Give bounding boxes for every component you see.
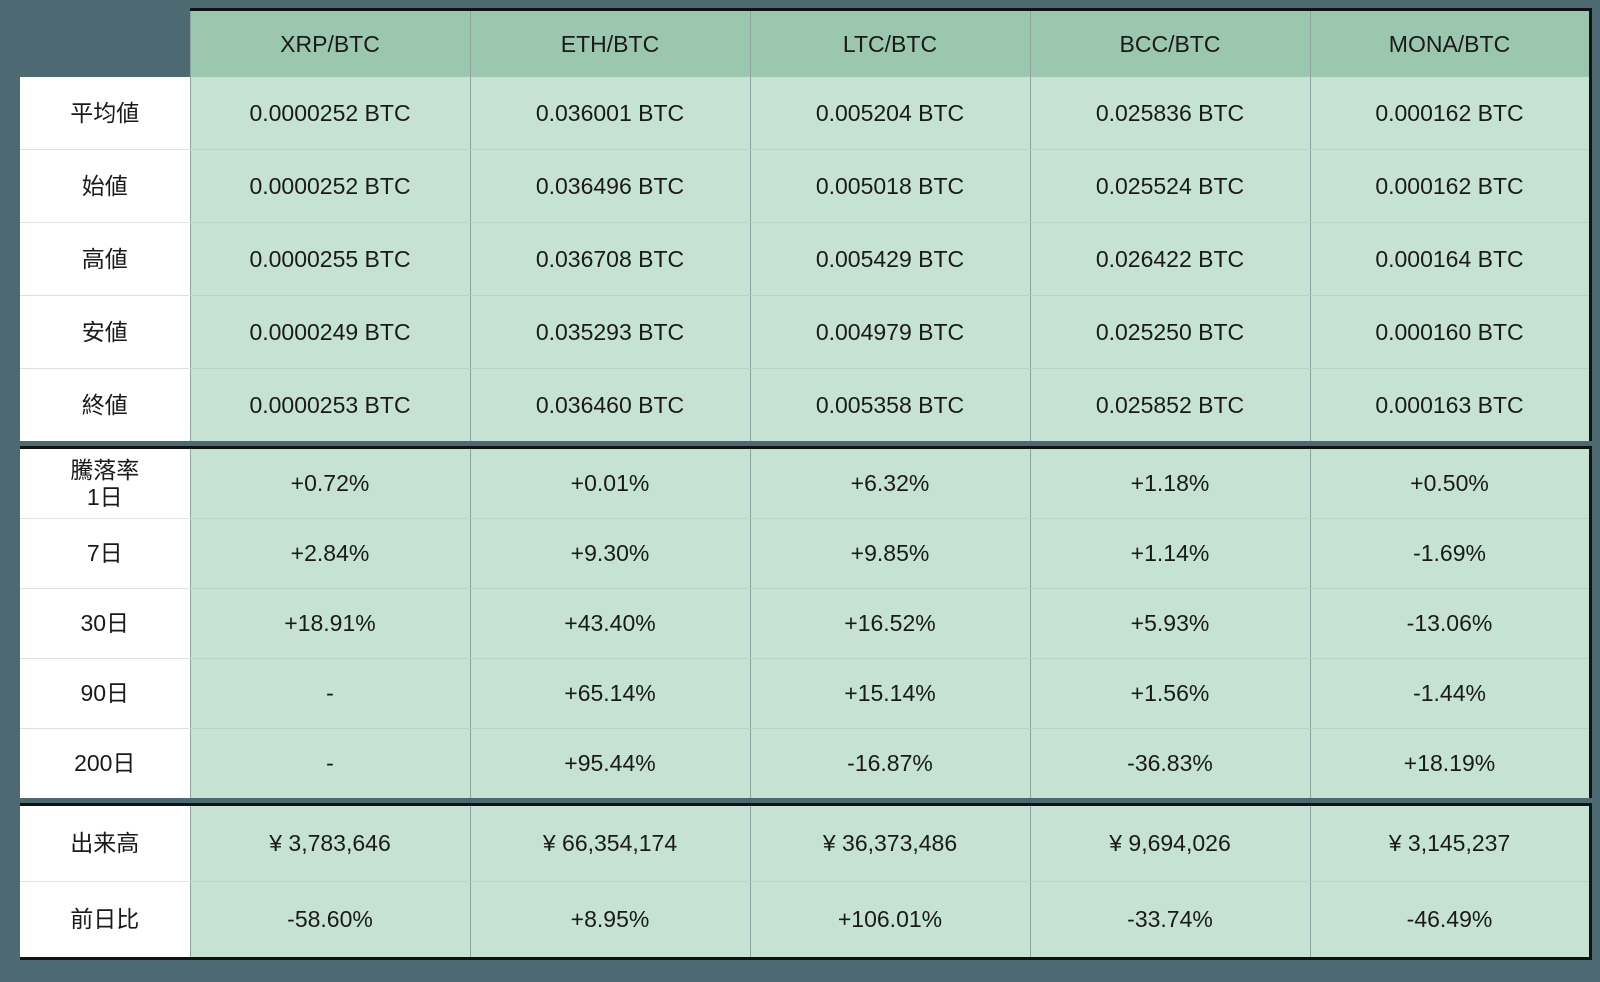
data-cell: 0.005429 BTC xyxy=(749,222,1030,296)
data-cell: 0.000164 BTC xyxy=(1309,222,1592,296)
data-cell: 0.0000255 BTC xyxy=(189,222,470,296)
row-label: 出来高 xyxy=(20,804,190,882)
data-cell: -1.44% xyxy=(1309,658,1592,729)
data-cell: -16.87% xyxy=(749,728,1030,798)
data-cell: -33.74% xyxy=(1029,881,1310,959)
data-cell: 0.004979 BTC xyxy=(749,295,1030,369)
column-header-ltc-btc: LTC/BTC xyxy=(749,8,1030,77)
data-cell: +95.44% xyxy=(469,728,750,798)
data-cell: 0.025524 BTC xyxy=(1029,149,1310,223)
data-cell: -13.06% xyxy=(1309,588,1592,659)
row-label: 高値 xyxy=(20,222,190,296)
row-label: 90日 xyxy=(20,658,190,729)
data-cell: -58.60% xyxy=(189,881,470,959)
data-cell: +5.93% xyxy=(1029,588,1310,659)
data-cell: +16.52% xyxy=(749,588,1030,659)
table-row: 前日比 -58.60% +8.95% +106.01% -33.74% -46.… xyxy=(20,881,1592,959)
data-cell: 0.036708 BTC xyxy=(469,222,750,296)
data-cell: 0.000160 BTC xyxy=(1309,295,1592,369)
data-cell: 0.005018 BTC xyxy=(749,149,1030,223)
row-label: 安値 xyxy=(20,295,190,369)
table-row: 7日 +2.84% +9.30% +9.85% +1.14% -1.69% xyxy=(20,518,1592,589)
column-header-eth-btc: ETH/BTC xyxy=(469,8,750,77)
data-cell: ¥ 3,145,237 xyxy=(1309,804,1592,882)
data-cell: 0.000162 BTC xyxy=(1309,77,1592,150)
data-cell: 0.0000253 BTC xyxy=(189,368,470,441)
data-cell: +0.72% xyxy=(189,447,470,519)
data-cell: 0.025250 BTC xyxy=(1029,295,1310,369)
data-cell: +6.32% xyxy=(749,447,1030,519)
table-row: 90日 - +65.14% +15.14% +1.56% -1.44% xyxy=(20,658,1592,729)
row-label: 始値 xyxy=(20,149,190,223)
data-cell: 0.000162 BTC xyxy=(1309,149,1592,223)
crypto-comparison-screen: XRP/BTC ETH/BTC LTC/BTC BCC/BTC MONA/BTC… xyxy=(0,8,1600,982)
data-cell: +18.91% xyxy=(189,588,470,659)
data-cell: 0.026422 BTC xyxy=(1029,222,1310,296)
row-label: 30日 xyxy=(20,588,190,659)
data-cell: ¥ 66,354,174 xyxy=(469,804,750,882)
row-label: 騰落率 1日 xyxy=(20,447,190,519)
table-row: 200日 - +95.44% -16.87% -36.83% +18.19% xyxy=(20,728,1592,798)
volume-table-section: 出来高 ¥ 3,783,646 ¥ 66,354,174 ¥ 36,373,48… xyxy=(20,803,1592,960)
table-row: 始値 0.0000252 BTC 0.036496 BTC 0.005018 B… xyxy=(20,149,1592,223)
data-cell: -1.69% xyxy=(1309,518,1592,589)
data-cell: -36.83% xyxy=(1029,728,1310,798)
data-cell: 0.036460 BTC xyxy=(469,368,750,441)
data-cell: +0.01% xyxy=(469,447,750,519)
data-cell: 0.025836 BTC xyxy=(1029,77,1310,150)
data-cell: ¥ 3,783,646 xyxy=(189,804,470,882)
data-cell: +8.95% xyxy=(469,881,750,959)
table-row: 平均値 0.0000252 BTC 0.036001 BTC 0.005204 … xyxy=(20,77,1592,150)
data-cell: 0.005204 BTC xyxy=(749,77,1030,150)
column-header-xrp-btc: XRP/BTC xyxy=(189,8,470,77)
data-cell: +65.14% xyxy=(469,658,750,729)
row-label: 平均値 xyxy=(20,77,190,150)
data-cell: +43.40% xyxy=(469,588,750,659)
data-cell: ¥ 9,694,026 xyxy=(1029,804,1310,882)
data-cell: 0.005358 BTC xyxy=(749,368,1030,441)
table-row: 30日 +18.91% +43.40% +16.52% +5.93% -13.0… xyxy=(20,588,1592,659)
column-header-bcc-btc: BCC/BTC xyxy=(1029,8,1310,77)
data-cell: +1.56% xyxy=(1029,658,1310,729)
data-cell: 0.036496 BTC xyxy=(469,149,750,223)
data-cell: 0.0000252 BTC xyxy=(189,149,470,223)
corner-cell xyxy=(20,10,190,78)
data-cell: +0.50% xyxy=(1309,447,1592,519)
data-cell: ¥ 36,373,486 xyxy=(749,804,1030,882)
change-rate-table-section: 騰落率 1日 +0.72% +0.01% +6.32% +1.18% +0.50%… xyxy=(20,446,1592,798)
data-cell: 0.035293 BTC xyxy=(469,295,750,369)
price-table-section: XRP/BTC ETH/BTC LTC/BTC BCC/BTC MONA/BTC… xyxy=(20,8,1592,441)
data-cell: 0.025852 BTC xyxy=(1029,368,1310,441)
row-label: 7日 xyxy=(20,518,190,589)
data-cell: 0.036001 BTC xyxy=(469,77,750,150)
data-cell: 0.000163 BTC xyxy=(1309,368,1592,441)
data-cell: - xyxy=(189,658,470,729)
data-cell: -46.49% xyxy=(1309,881,1592,959)
row-label: 終値 xyxy=(20,368,190,441)
data-cell: 0.0000252 BTC xyxy=(189,77,470,150)
table-row: 騰落率 1日 +0.72% +0.01% +6.32% +1.18% +0.50% xyxy=(20,447,1592,519)
row-label: 前日比 xyxy=(20,881,190,959)
data-cell: +9.85% xyxy=(749,518,1030,589)
data-cell: +1.18% xyxy=(1029,447,1310,519)
data-cell: 0.0000249 BTC xyxy=(189,295,470,369)
row-label-line1: 騰落率 xyxy=(70,457,140,484)
data-cell: - xyxy=(189,728,470,798)
data-cell: +2.84% xyxy=(189,518,470,589)
header-row: XRP/BTC ETH/BTC LTC/BTC BCC/BTC MONA/BTC xyxy=(20,8,1592,78)
column-header-mona-btc: MONA/BTC xyxy=(1309,8,1592,77)
table-row: 高値 0.0000255 BTC 0.036708 BTC 0.005429 B… xyxy=(20,222,1592,296)
data-cell: +15.14% xyxy=(749,658,1030,729)
data-cell: +18.19% xyxy=(1309,728,1592,798)
row-label: 200日 xyxy=(20,728,190,798)
table-row: 安値 0.0000249 BTC 0.035293 BTC 0.004979 B… xyxy=(20,295,1592,369)
data-cell: +106.01% xyxy=(749,881,1030,959)
table-row: 出来高 ¥ 3,783,646 ¥ 66,354,174 ¥ 36,373,48… xyxy=(20,804,1592,882)
data-cell: +1.14% xyxy=(1029,518,1310,589)
data-cell: +9.30% xyxy=(469,518,750,589)
row-label-line2: 1日 xyxy=(86,483,123,510)
table-row: 終値 0.0000253 BTC 0.036460 BTC 0.005358 B… xyxy=(20,368,1592,441)
